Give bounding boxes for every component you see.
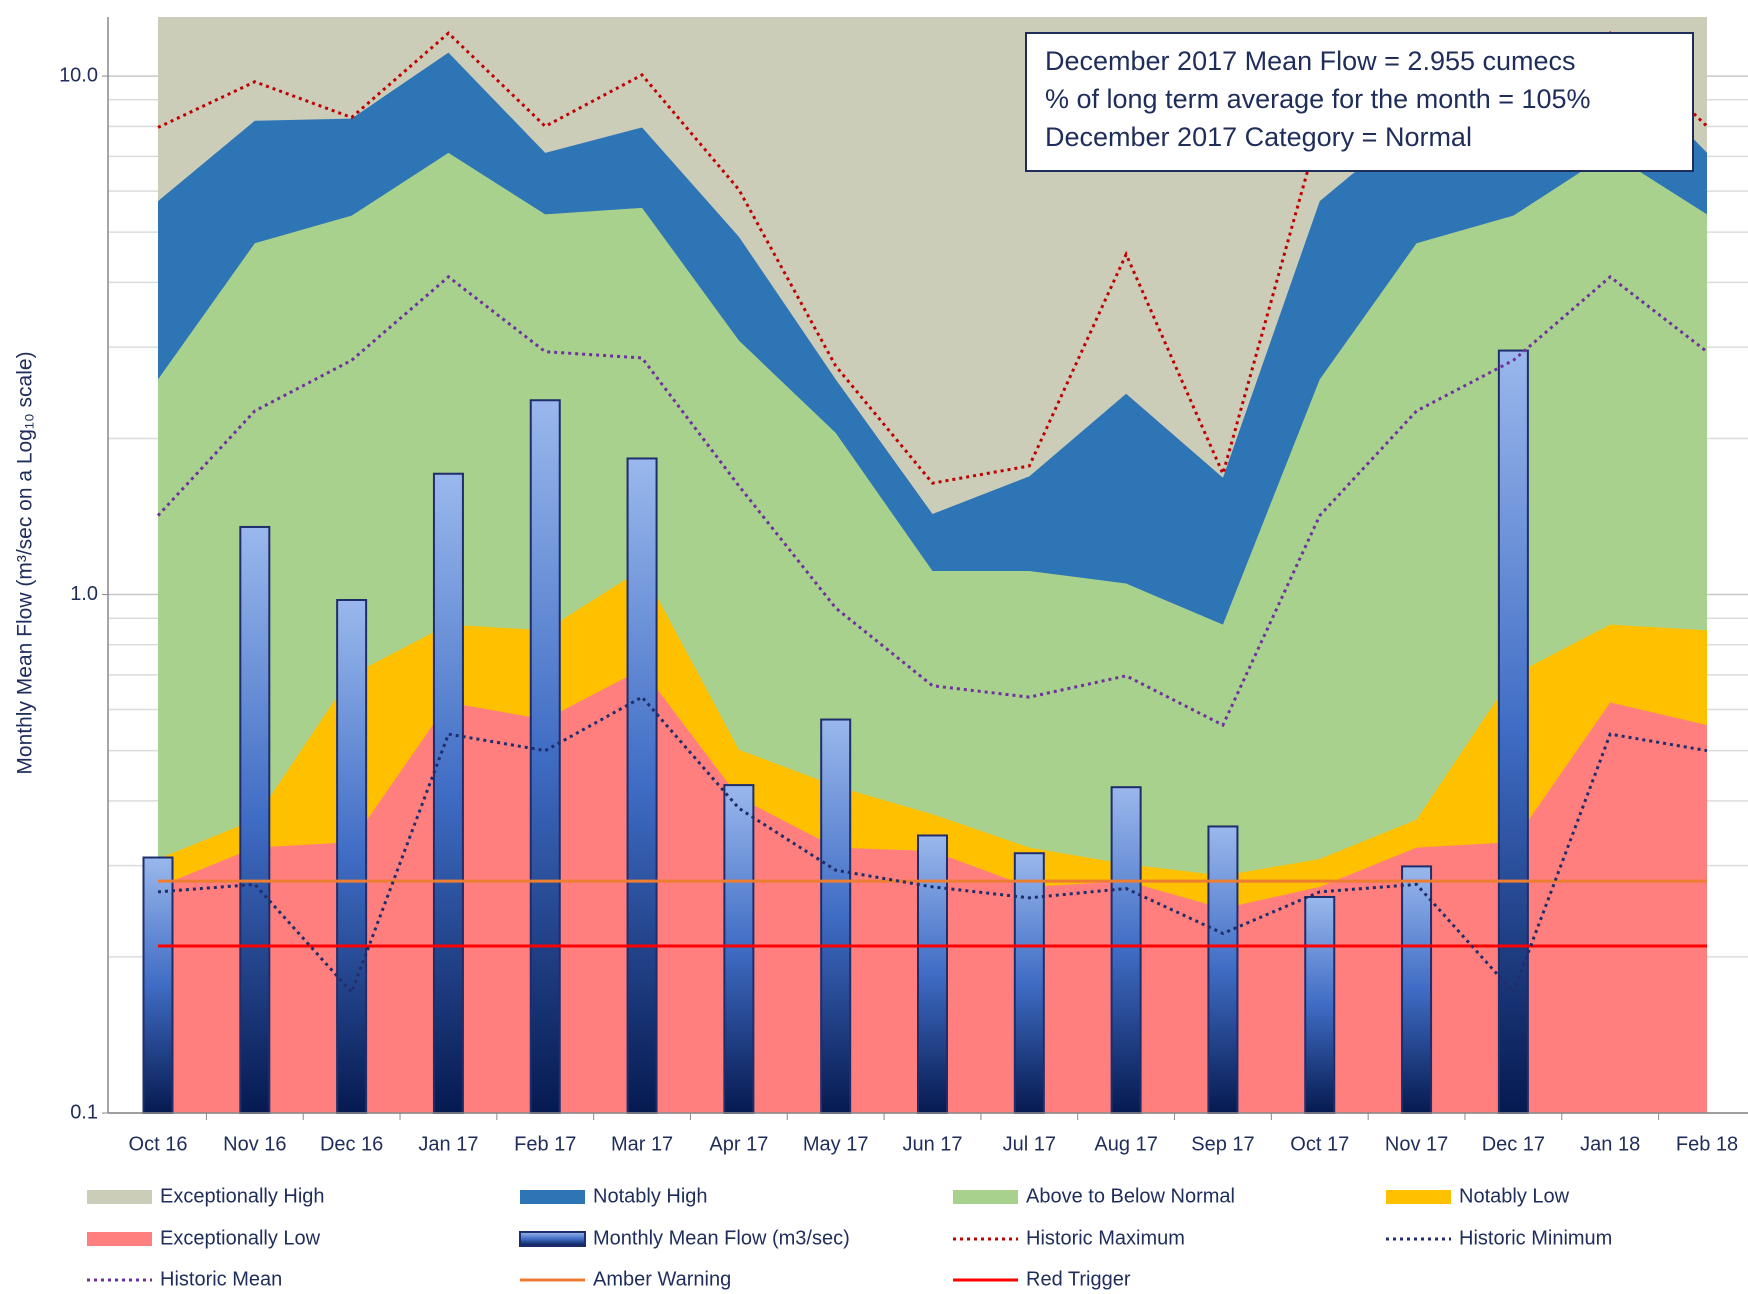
y-tick-label: 1.0 [70,583,98,605]
legend-label: Notably High [593,1185,708,1207]
bar [626,457,658,1114]
x-tick-label: Jan 18 [1580,1133,1640,1155]
legend-swatch [87,1190,152,1204]
bar [723,784,755,1114]
x-tick-label: Mar 17 [611,1133,673,1155]
legend-label: Exceptionally Low [160,1227,321,1249]
legend-label: Historic Maximum [1026,1227,1185,1249]
legend-label: Historic Minimum [1459,1227,1612,1249]
legend-label: Exceptionally High [160,1185,325,1207]
x-tick-label: Dec 16 [320,1133,383,1155]
x-tick-label: Apr 17 [709,1133,768,1155]
x-tick-label: Oct 17 [1290,1133,1349,1155]
legend-swatch [87,1232,152,1246]
bar [1110,786,1142,1114]
line [157,695,1708,996]
bar [1401,865,1433,1114]
bar [1497,349,1529,1114]
x-tick-label: Jan 17 [418,1133,478,1155]
legend-label: Amber Warning [593,1268,731,1290]
x-tick-label: Jul 17 [1003,1133,1056,1155]
legend-label: Red Trigger [1026,1268,1131,1290]
bar [1013,852,1045,1115]
y-tick-label: 10.0 [59,64,98,86]
legend-label: Above to Below Normal [1026,1185,1235,1207]
x-tick-label: Nov 16 [223,1133,286,1155]
legend-label: Notably Low [1459,1185,1570,1207]
annotation: % of long term average for the month = 1… [1045,84,1591,114]
bar [917,834,948,1114]
bar [432,472,464,1114]
y-axis-title: Monthly Mean Flow (m³/sec on a Log₁₀ sca… [14,351,37,774]
legend-swatch [519,1231,586,1247]
bar [1304,895,1336,1115]
annotation: December 2017 Category = Normal [1045,122,1472,152]
x-tick-label: Nov 17 [1385,1133,1448,1155]
legend-swatch [953,1190,1018,1204]
annotation-box [1025,32,1694,172]
line [156,274,1708,728]
x-tick-label: Oct 16 [129,1133,188,1155]
legend-label: Monthly Mean Flow (m3/sec) [593,1227,850,1249]
bar [820,718,852,1114]
y-tick-label: 0.1 [70,1101,98,1123]
bar [336,599,368,1114]
legend-label: Historic Mean [160,1268,282,1290]
x-tick-label: Feb 17 [514,1133,576,1155]
bar [529,399,561,1115]
annotation: December 2017 Mean Flow = 2.955 cumecs [1045,46,1576,76]
bar [142,856,174,1114]
x-tick-label: May 17 [803,1133,869,1155]
x-tick-label: Jun 17 [902,1133,962,1155]
x-tick-label: Aug 17 [1094,1133,1157,1155]
x-tick-label: Feb 18 [1676,1133,1738,1155]
bar [239,525,271,1114]
legend-swatch [1386,1190,1451,1204]
legend-swatch [520,1190,585,1204]
x-tick-label: Dec 17 [1482,1133,1545,1155]
bar [1207,825,1239,1114]
x-tick-label: Sep 17 [1191,1133,1254,1155]
